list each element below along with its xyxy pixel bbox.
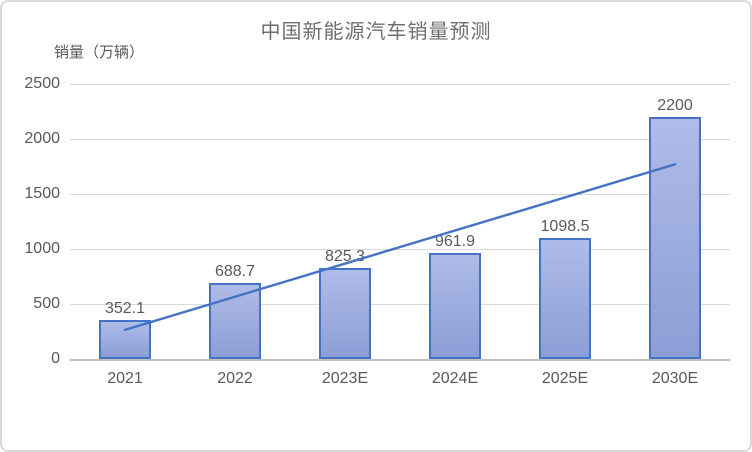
x-tick-label: 2021: [107, 370, 143, 387]
x-axis-line: [70, 359, 730, 361]
x-tick-label: 2024E: [431, 370, 479, 387]
bar-series: 352.1 688.7 825.3 961.9 1098.5 2200: [70, 84, 730, 359]
y-tick-label: 1000: [24, 240, 60, 257]
chart-title: 中国新能源汽车销量预测: [260, 21, 492, 43]
y-axis-unit-label: 销量（万辆）: [54, 44, 145, 61]
y-tick-label: 1500: [24, 185, 60, 202]
bar-value-label: 961.9: [434, 233, 476, 251]
x-tick-label: 2025E: [541, 370, 589, 387]
y-tick-label: 0: [51, 350, 60, 367]
bar-2021: 352.1: [99, 300, 151, 359]
bar-slot: 688.7: [180, 84, 290, 359]
y-tick-label: 500: [33, 295, 60, 312]
bar-2022: 688.7: [209, 263, 261, 359]
bar-value-label: 1098.5: [540, 218, 590, 236]
bar-slot: 352.1: [70, 84, 180, 359]
gridline: [70, 139, 730, 140]
bar-2025E: 1098.5: [539, 218, 591, 359]
bar-slot: 961.9: [400, 84, 510, 359]
bar-value-label: 825.3: [324, 248, 366, 266]
x-axis-tick-labels: 2021 2022 2023E 2024E 2025E 2030E: [70, 370, 730, 388]
plot-area: 352.1 688.7 825.3 961.9 1098.5 2200: [70, 84, 730, 361]
x-tick-label: 2030E: [651, 370, 699, 387]
bar-value-label: 352.1: [104, 300, 146, 318]
bar-slot: 2200: [620, 84, 730, 359]
bar-value-label: 2200: [657, 97, 693, 114]
gridline: [70, 84, 730, 85]
bar-2030E: 2200: [649, 97, 701, 359]
x-tick-label: 2022: [217, 370, 253, 387]
bar-2023E: 825.3: [319, 248, 371, 359]
bar-slot: 1098.5: [510, 84, 620, 359]
bar-2024E: 961.9: [429, 233, 481, 359]
bar-value-label: 688.7: [214, 263, 256, 281]
x-tick-label: 2023E: [321, 370, 369, 387]
y-axis-tick-labels: 2500 2000 1500 1000 500 0: [2, 75, 60, 367]
bar-slot: 825.3: [290, 84, 400, 359]
y-tick-label: 2000: [24, 130, 60, 147]
y-tick-label: 2500: [24, 75, 60, 92]
